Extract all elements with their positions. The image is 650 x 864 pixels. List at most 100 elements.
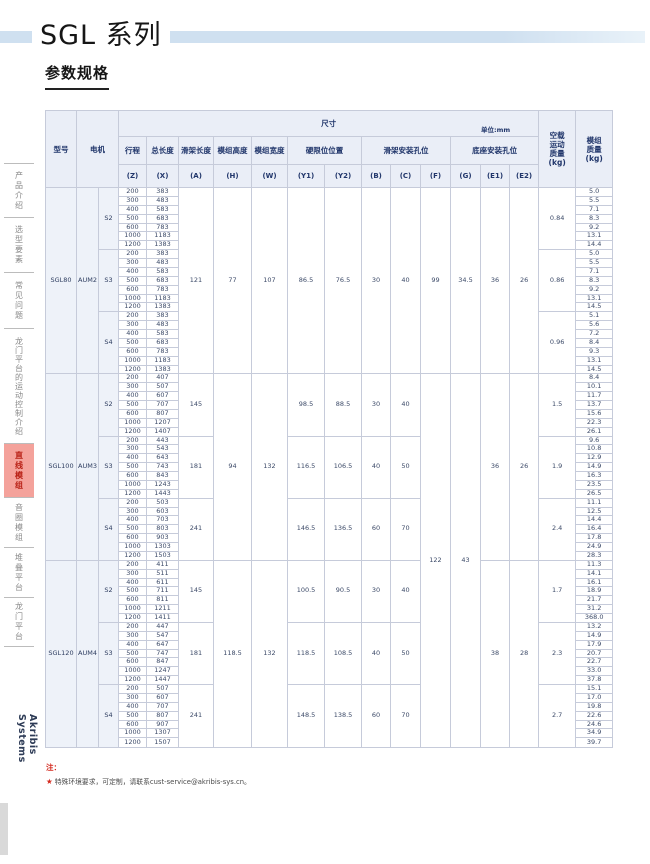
header-moving-mass: 空载 运动 质量 (kg) bbox=[538, 110, 577, 188]
side-tab-2[interactable]: 选型要素 bbox=[4, 217, 34, 272]
cell-carriage-a: 241 bbox=[178, 497, 214, 561]
cell-motor: AUM2 bbox=[76, 186, 99, 375]
cell-total-length-x: 1303 bbox=[146, 542, 179, 552]
cell-width-w: 107 bbox=[251, 186, 288, 375]
cell-motor: AUM4 bbox=[76, 559, 99, 749]
cell-b: 40 bbox=[361, 621, 391, 686]
cell-module-mass: 5.1 bbox=[575, 311, 614, 322]
cell-module-mass: 26.5 bbox=[575, 488, 614, 499]
cell-c: 50 bbox=[390, 621, 421, 686]
header-sub-h: (H) bbox=[213, 164, 252, 188]
cell-total-length-x: 807 bbox=[146, 408, 179, 419]
cell-module-mass: 23.5 bbox=[575, 479, 614, 490]
cell-module-mass: 12.9 bbox=[575, 453, 614, 464]
note-label: 注： bbox=[46, 763, 61, 772]
side-tab-7[interactable]: 堆叠平台 bbox=[4, 547, 34, 597]
cell-moving-mass: 0.84 bbox=[538, 186, 577, 251]
cell-moving-mass: 1.5 bbox=[538, 373, 577, 437]
header-sub-b: (B) bbox=[361, 164, 391, 188]
side-tab-1[interactable]: 产品介绍 bbox=[4, 163, 34, 217]
side-tab-8[interactable]: 龙门平台 bbox=[4, 597, 34, 647]
side-tab-4[interactable]: 龙门平台的运动控制介绍 bbox=[4, 328, 34, 443]
cell-total-length-x: 1243 bbox=[146, 479, 179, 490]
cell-stroke-z: 600 bbox=[118, 595, 147, 606]
cell-f: 122 bbox=[420, 373, 451, 748]
cell-module-mass: 10.1 bbox=[575, 382, 614, 393]
cell-width-w: 132 bbox=[251, 559, 288, 749]
cell-stroke-z: 500 bbox=[118, 275, 147, 286]
cell-b: 30 bbox=[361, 373, 391, 437]
cell-total-length-x: 843 bbox=[146, 471, 179, 481]
header-dimensions: 尺寸 单位:mm bbox=[117, 110, 540, 137]
header-group-8: 底座安装孔位 bbox=[449, 136, 540, 165]
header-group-6: 硬限位位置 bbox=[287, 136, 362, 165]
cell-stroke-z: 1200 bbox=[118, 240, 147, 251]
star-icon: ★ bbox=[46, 777, 53, 786]
header-sub-e2: (E2) bbox=[508, 164, 540, 188]
cell-module-mass: 12.5 bbox=[575, 506, 614, 517]
cell-module-mass: 17.0 bbox=[575, 692, 614, 703]
cell-stroke-z: 400 bbox=[118, 639, 147, 650]
cell-total-length-x: 783 bbox=[146, 346, 179, 357]
cell-total-length-x: 407 bbox=[146, 373, 179, 384]
cell-total-length-x: 503 bbox=[146, 497, 179, 508]
cell-c: 70 bbox=[390, 497, 421, 561]
cell-total-length-x: 1383 bbox=[146, 240, 179, 251]
cell-stroke-z: 400 bbox=[118, 329, 147, 339]
cell-total-length-x: 1183 bbox=[146, 355, 179, 366]
cell-total-length-x: 1507 bbox=[146, 737, 179, 748]
cell-g: 43 bbox=[450, 373, 481, 748]
cell-module-mass: 16.3 bbox=[575, 471, 614, 481]
cell-e1: 36 bbox=[480, 373, 510, 561]
cell-y1: 100.5 bbox=[287, 559, 325, 623]
cell-module-mass: 8.4 bbox=[575, 337, 614, 348]
cell-stroke-z: 400 bbox=[118, 204, 147, 215]
cell-total-length-x: 603 bbox=[146, 506, 179, 517]
cell-module-mass: 26.1 bbox=[575, 426, 614, 437]
cell-stroke-z: 1000 bbox=[118, 542, 147, 552]
cell-stroke-z: 600 bbox=[118, 222, 147, 233]
cell-y2: 88.5 bbox=[324, 373, 362, 437]
side-tab-5[interactable]: 直线模组 bbox=[4, 443, 34, 497]
cell-total-length-x: 683 bbox=[146, 337, 179, 348]
cell-total-length-x: 383 bbox=[146, 249, 179, 259]
cell-carriage-a: 181 bbox=[178, 435, 214, 499]
cell-module-mass: 18.9 bbox=[575, 586, 614, 597]
cell-total-length-x: 507 bbox=[146, 684, 179, 694]
cell-carriage-a: 181 bbox=[178, 621, 214, 686]
cell-stroke-z: 1000 bbox=[118, 479, 147, 490]
cell-total-length-x: 443 bbox=[146, 435, 179, 446]
cell-model: SGL100 bbox=[45, 373, 77, 561]
cell-total-length-x: 811 bbox=[146, 595, 179, 606]
cell-stroke-z: 1200 bbox=[118, 426, 147, 437]
cell-carriage-a: 145 bbox=[178, 559, 214, 623]
cell-stroke-z: 200 bbox=[118, 684, 147, 694]
cell-module-mass: 5.0 bbox=[575, 187, 614, 197]
cell-module-mass: 20.7 bbox=[575, 648, 614, 659]
cell-module-mass: 8.3 bbox=[575, 275, 614, 286]
cell-module-mass: 17.9 bbox=[575, 639, 614, 650]
side-tab-6[interactable]: 音圈模组 bbox=[4, 497, 34, 547]
cell-stroke-z: 200 bbox=[118, 373, 147, 384]
cell-moving-mass: 1.9 bbox=[538, 435, 577, 499]
cell-total-length-x: 447 bbox=[146, 621, 179, 632]
cell-e1: 36 bbox=[480, 186, 510, 375]
cell-stroke-z: 500 bbox=[118, 524, 147, 535]
cell-total-length-x: 907 bbox=[146, 719, 179, 730]
cell-module-mass: 31.2 bbox=[575, 604, 614, 614]
cell-stroke-z: 1000 bbox=[118, 417, 147, 428]
cell-stroke-z: 300 bbox=[118, 568, 147, 579]
header-module-mass: 模组 质量 (kg) bbox=[575, 110, 614, 188]
cell-moving-mass: 2.7 bbox=[538, 684, 577, 748]
cell-total-length-x: 1503 bbox=[146, 550, 179, 561]
cell-total-length-x: 807 bbox=[146, 710, 179, 721]
side-tab-3[interactable]: 常见问题 bbox=[4, 272, 34, 328]
cell-module-mass: 9.2 bbox=[575, 222, 614, 233]
cell-model: SGL80 bbox=[45, 186, 77, 375]
dimensions-label: 尺寸 bbox=[321, 119, 337, 128]
cell-total-length-x: 1247 bbox=[146, 666, 179, 677]
cell-size: S4 bbox=[98, 311, 119, 375]
cell-total-length-x: 707 bbox=[146, 701, 179, 712]
cell-module-mass: 14.4 bbox=[575, 240, 614, 251]
header-sub-g: (G) bbox=[450, 164, 481, 188]
